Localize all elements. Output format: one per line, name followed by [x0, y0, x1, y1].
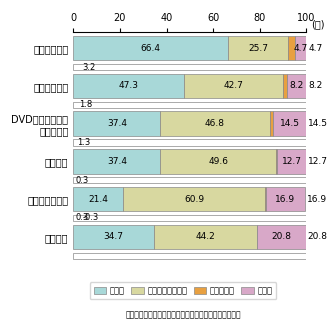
Bar — [295, 36, 306, 60]
Bar — [73, 111, 161, 136]
Text: 44.2: 44.2 — [196, 232, 215, 241]
Bar — [154, 225, 257, 249]
Bar — [283, 74, 287, 98]
Text: 0.3: 0.3 — [75, 176, 88, 185]
Text: 34.7: 34.7 — [104, 232, 124, 241]
Text: 60.9: 60.9 — [184, 195, 204, 203]
Bar — [257, 225, 306, 249]
Text: 14.5: 14.5 — [308, 119, 328, 128]
Bar — [73, 64, 306, 70]
Bar — [73, 177, 306, 183]
Text: (％): (％) — [311, 19, 325, 29]
Text: 16.9: 16.9 — [307, 195, 327, 203]
Bar — [161, 111, 269, 136]
Legend: 故　障, 上位品目への移行, 住居の変更, その他: 故 障, 上位品目への移行, 住居の変更, その他 — [90, 282, 276, 299]
Text: 3.2: 3.2 — [82, 63, 95, 71]
Bar — [183, 74, 283, 98]
Text: 21.4: 21.4 — [88, 195, 108, 203]
Bar — [272, 111, 306, 136]
Text: 内閣府経済社会総合研究所「消費動向調査」により作成: 内閣府経済社会総合研究所「消費動向調査」により作成 — [125, 311, 241, 320]
Bar — [287, 74, 306, 98]
Bar — [269, 111, 272, 136]
Bar — [266, 187, 305, 211]
Text: 4.7: 4.7 — [308, 44, 322, 53]
Bar — [265, 187, 266, 211]
Text: 1.8: 1.8 — [79, 100, 92, 109]
Text: 25.7: 25.7 — [248, 44, 268, 53]
Text: 37.4: 37.4 — [107, 157, 127, 166]
Bar — [161, 149, 276, 173]
Text: 37.4: 37.4 — [107, 119, 127, 128]
Text: 66.4: 66.4 — [141, 44, 161, 53]
Text: 14.5: 14.5 — [279, 119, 299, 128]
Text: 12.7: 12.7 — [282, 157, 302, 166]
Text: 12.7: 12.7 — [308, 157, 328, 166]
Bar — [277, 149, 306, 173]
Bar — [73, 140, 306, 146]
Text: 20.8: 20.8 — [307, 232, 328, 241]
Bar — [73, 36, 228, 60]
Text: 49.6: 49.6 — [208, 157, 228, 166]
Bar — [73, 253, 306, 259]
Bar — [73, 149, 161, 173]
Bar — [73, 225, 154, 249]
Text: 47.3: 47.3 — [119, 81, 139, 90]
Text: 20.8: 20.8 — [271, 232, 291, 241]
Text: 46.8: 46.8 — [205, 119, 225, 128]
Text: 1.3: 1.3 — [78, 138, 91, 147]
Bar — [73, 74, 183, 98]
Bar — [288, 36, 295, 60]
Text: 4.7: 4.7 — [294, 44, 308, 53]
Text: -0.3: -0.3 — [82, 214, 98, 223]
Text: 16.9: 16.9 — [275, 195, 296, 203]
Text: 8.2: 8.2 — [308, 81, 322, 90]
Bar — [228, 36, 288, 60]
Text: 0.3: 0.3 — [75, 214, 88, 223]
Bar — [73, 102, 306, 108]
Bar — [73, 187, 123, 211]
Text: 8.2: 8.2 — [290, 81, 304, 90]
Text: 42.7: 42.7 — [223, 81, 243, 90]
Bar — [276, 149, 277, 173]
Bar — [123, 187, 265, 211]
Bar — [73, 215, 306, 221]
